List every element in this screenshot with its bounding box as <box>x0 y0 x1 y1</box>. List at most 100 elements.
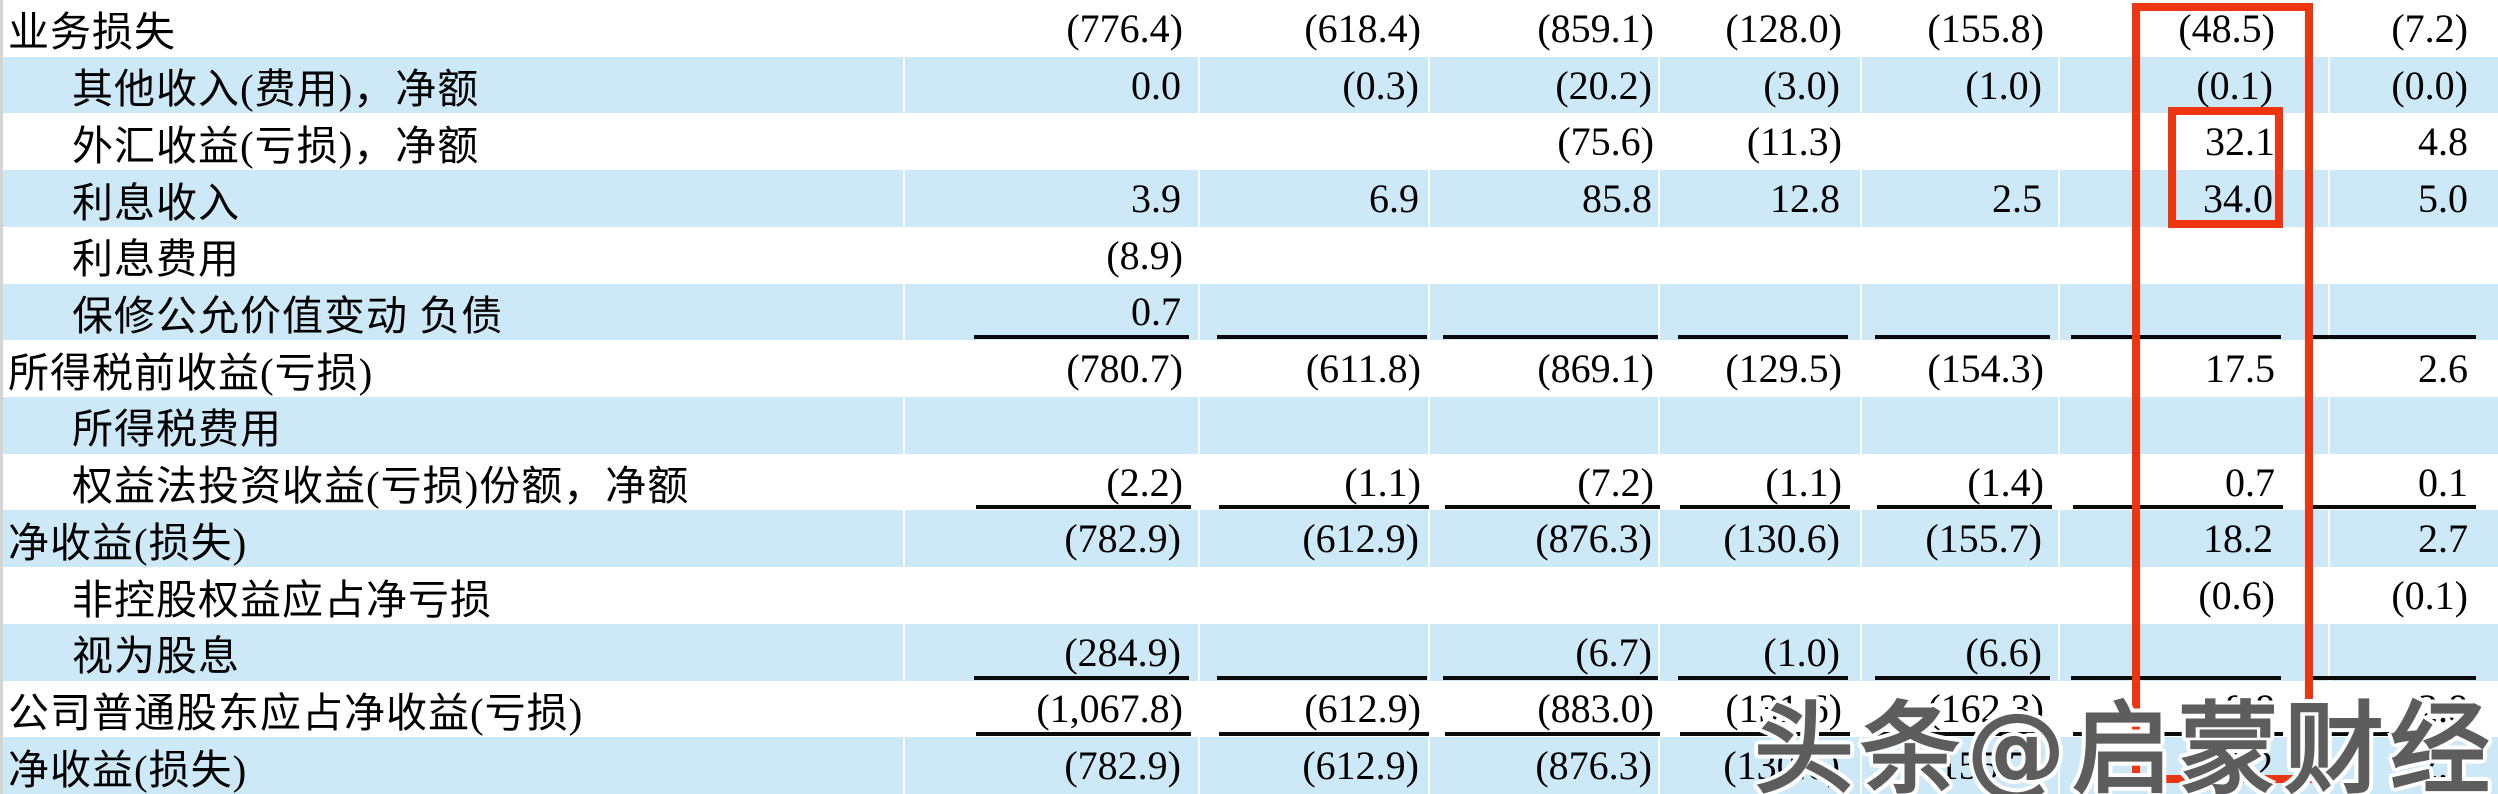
cell-value: (1,067.8) <box>1036 686 1183 732</box>
cell-value: (1.0) <box>1965 62 2042 108</box>
cell: (859.1) <box>1430 0 1660 57</box>
cell: (130.6) <box>1660 737 1862 794</box>
table-row: 其他收入(费用)，净额 0.0 (0.3) (20.2) (3.0) (1.0) (0.1… <box>0 56 2498 114</box>
cell-value: (1.4) <box>1967 459 2044 505</box>
cell <box>1862 113 2060 170</box>
cell-value: (2.2) <box>1106 459 1183 505</box>
cell: (48.5) <box>2060 0 2330 57</box>
cell-value: (6.7) <box>1575 629 1652 675</box>
cell: (618.4) <box>1200 0 1430 57</box>
cell-value: 32.1 <box>2205 119 2275 165</box>
cell-value: (154.3) <box>1927 346 2044 392</box>
cell-value: (284.9) <box>1064 629 1181 675</box>
cell <box>1862 227 2060 284</box>
cell: 85.8 <box>1430 170 1660 227</box>
cell: (155.7) <box>1862 510 2060 568</box>
table-row: 利息收入 3.9 6.9 85.8 12.8 2.5 34.0 5.0 <box>0 170 2498 227</box>
cell: (8.9) <box>905 227 1200 284</box>
cell: 12.8 <box>1660 170 1862 227</box>
cell-value: (611.8) <box>1305 346 1421 392</box>
cell: (6.6) <box>1862 623 2060 681</box>
sum-rule <box>1678 675 1848 680</box>
cell-value: (782.9) <box>1064 516 1181 562</box>
cell-value: (0.0) <box>2391 62 2468 108</box>
cell <box>1200 283 1430 341</box>
cell-value: 0.7 <box>2225 459 2275 505</box>
cell: (869.1) <box>1430 340 1660 397</box>
cell: (162.3) <box>1862 681 2060 738</box>
table-row: 视为股息 (284.9) (6.7) (1.0) (6.6) <box>0 623 2498 681</box>
cell-value: 5.0 <box>2418 176 2468 222</box>
row-label: 净收益(损失) <box>0 510 905 568</box>
cell: (155.7) <box>1862 737 2060 794</box>
sum-rule <box>1217 675 1427 680</box>
sum-rule <box>1875 675 2050 680</box>
cell <box>1430 283 1660 341</box>
cell-value: 18.2 <box>2203 743 2273 789</box>
cell-value: 18.8 <box>2205 686 2275 732</box>
table-row: 利息费用 (8.9) <box>0 227 2498 284</box>
cell <box>2060 283 2330 341</box>
cell-value: (618.4) <box>1304 5 1421 51</box>
cell: (780.7) <box>905 340 1200 397</box>
cell <box>905 397 1200 454</box>
table-row: 公司普通股东应占净收益(亏损) (1,067.8) (612.9) (883.0) (… <box>0 681 2498 738</box>
cell: (612.9) <box>1200 510 1430 568</box>
cell-value: 34.0 <box>2203 176 2273 222</box>
cell: (6.7) <box>1430 623 1660 681</box>
sum-rule <box>2311 732 2476 737</box>
row-label: 权益法投资收益(亏损)份额，净额 <box>72 463 690 510</box>
cell-value: (776.4) <box>1066 5 1183 51</box>
sum-rule <box>976 732 1191 737</box>
cell <box>2311 284 2498 341</box>
cell-value: (0.1) <box>2196 62 2273 108</box>
cell: (611.8) <box>1200 340 1430 397</box>
cell-value: 3.9 <box>1131 176 1181 222</box>
cell <box>1200 623 1430 681</box>
table-row: 所得税费用 <box>0 397 2498 454</box>
cell <box>1430 227 1660 284</box>
cell-value: (780.7) <box>1066 346 1183 392</box>
cell-value: (155.7) <box>1925 516 2042 562</box>
sum-rule <box>1877 732 2052 737</box>
cell <box>1200 227 1430 284</box>
cell <box>2060 227 2330 284</box>
cell: 2.5 <box>1862 170 2060 227</box>
table-row: 业务损失 (776.4) (618.4) (859.1) (128.0) (155.8)… <box>0 0 2498 57</box>
cell: (0.3) <box>1200 56 1430 114</box>
cell-value: 2.8 <box>2418 686 2468 732</box>
cell: (3.0) <box>1660 56 1862 114</box>
table-row: 外汇收益(亏损)，净额 (75.6) (11.3) 32.1 4.8 <box>0 113 2498 170</box>
cell-value: 17.5 <box>2205 346 2275 392</box>
cell <box>2060 623 2330 681</box>
table-row: 非控股权益应占净亏损 (0.6) (0.1) <box>0 567 2498 624</box>
cell <box>2330 397 2498 454</box>
cell: 18.8 <box>2060 681 2330 738</box>
cell-value: (3.0) <box>1763 62 1840 108</box>
cell: 18.2 <box>2060 737 2330 794</box>
cell-value: (7.2) <box>1577 459 1654 505</box>
cell: 32.1 <box>2060 113 2330 170</box>
cell <box>905 567 1200 624</box>
cell: (612.9) <box>1200 681 1430 738</box>
cell: 2.7 <box>2330 737 2498 794</box>
cell-value: 85.8 <box>1582 176 1652 222</box>
cell-value: 6.9 <box>1369 176 1419 222</box>
row-label: 公司普通股东应占净收益(亏损) <box>8 689 584 736</box>
cell: 0.7 <box>905 283 1200 341</box>
cell: (284.9) <box>905 623 1200 681</box>
cell <box>2311 624 2498 681</box>
sum-rule <box>1443 335 1658 340</box>
cell-value: (8.9) <box>1106 232 1183 278</box>
cell: (1.0) <box>1660 623 1862 681</box>
cell-value: (155.7) <box>1925 743 2042 789</box>
cell: (0.1) <box>2330 567 2498 624</box>
table-row: 净收益(损失) (782.9) (612.9) (876.3) (130.6) (155… <box>0 737 2498 794</box>
cell-value: (11.3) <box>1746 119 1842 165</box>
row-label: 非控股权益应占净亏损 <box>72 576 492 623</box>
cell: 0.0 <box>905 56 1200 114</box>
sum-rule <box>1445 505 1660 510</box>
row-label: 保修公允价值变动 负债 <box>0 283 905 341</box>
cell: (130.6) <box>1660 510 1862 568</box>
